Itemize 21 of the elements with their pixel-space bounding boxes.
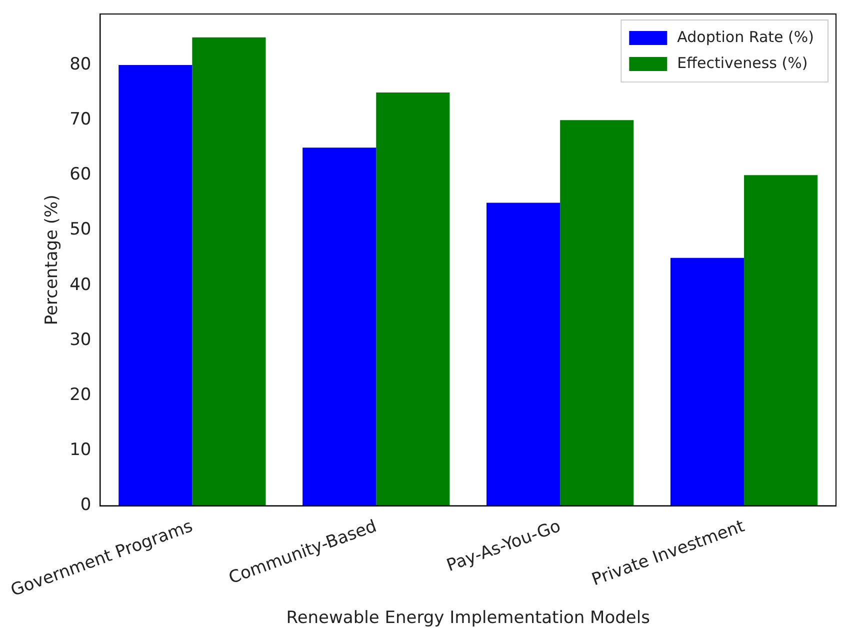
- bar: [192, 37, 266, 506]
- bar: [744, 175, 818, 506]
- bar: [376, 92, 450, 506]
- y-tick-label: 40: [70, 274, 92, 295]
- y-axis-title: Percentage (%): [42, 194, 62, 326]
- y-tick-label: 10: [70, 440, 92, 460]
- y-tick-label: 80: [70, 54, 92, 74]
- bar: [560, 120, 634, 506]
- bar: [670, 258, 744, 506]
- y-tick-label: 30: [70, 330, 92, 350]
- bar: [118, 64, 192, 506]
- legend-label: Adoption Rate (%): [677, 28, 814, 46]
- bar: [486, 202, 560, 506]
- y-tick-label: 70: [70, 109, 92, 130]
- y-tick-label: 0: [80, 495, 92, 516]
- y-tick-label: 50: [70, 220, 92, 240]
- y-tick-label: 20: [70, 384, 92, 405]
- legend-label: Effectiveness (%): [677, 54, 808, 72]
- y-tick-label: 60: [70, 164, 92, 185]
- bar: [302, 148, 376, 506]
- x-axis-title: Renewable Energy Implementation Models: [286, 608, 650, 628]
